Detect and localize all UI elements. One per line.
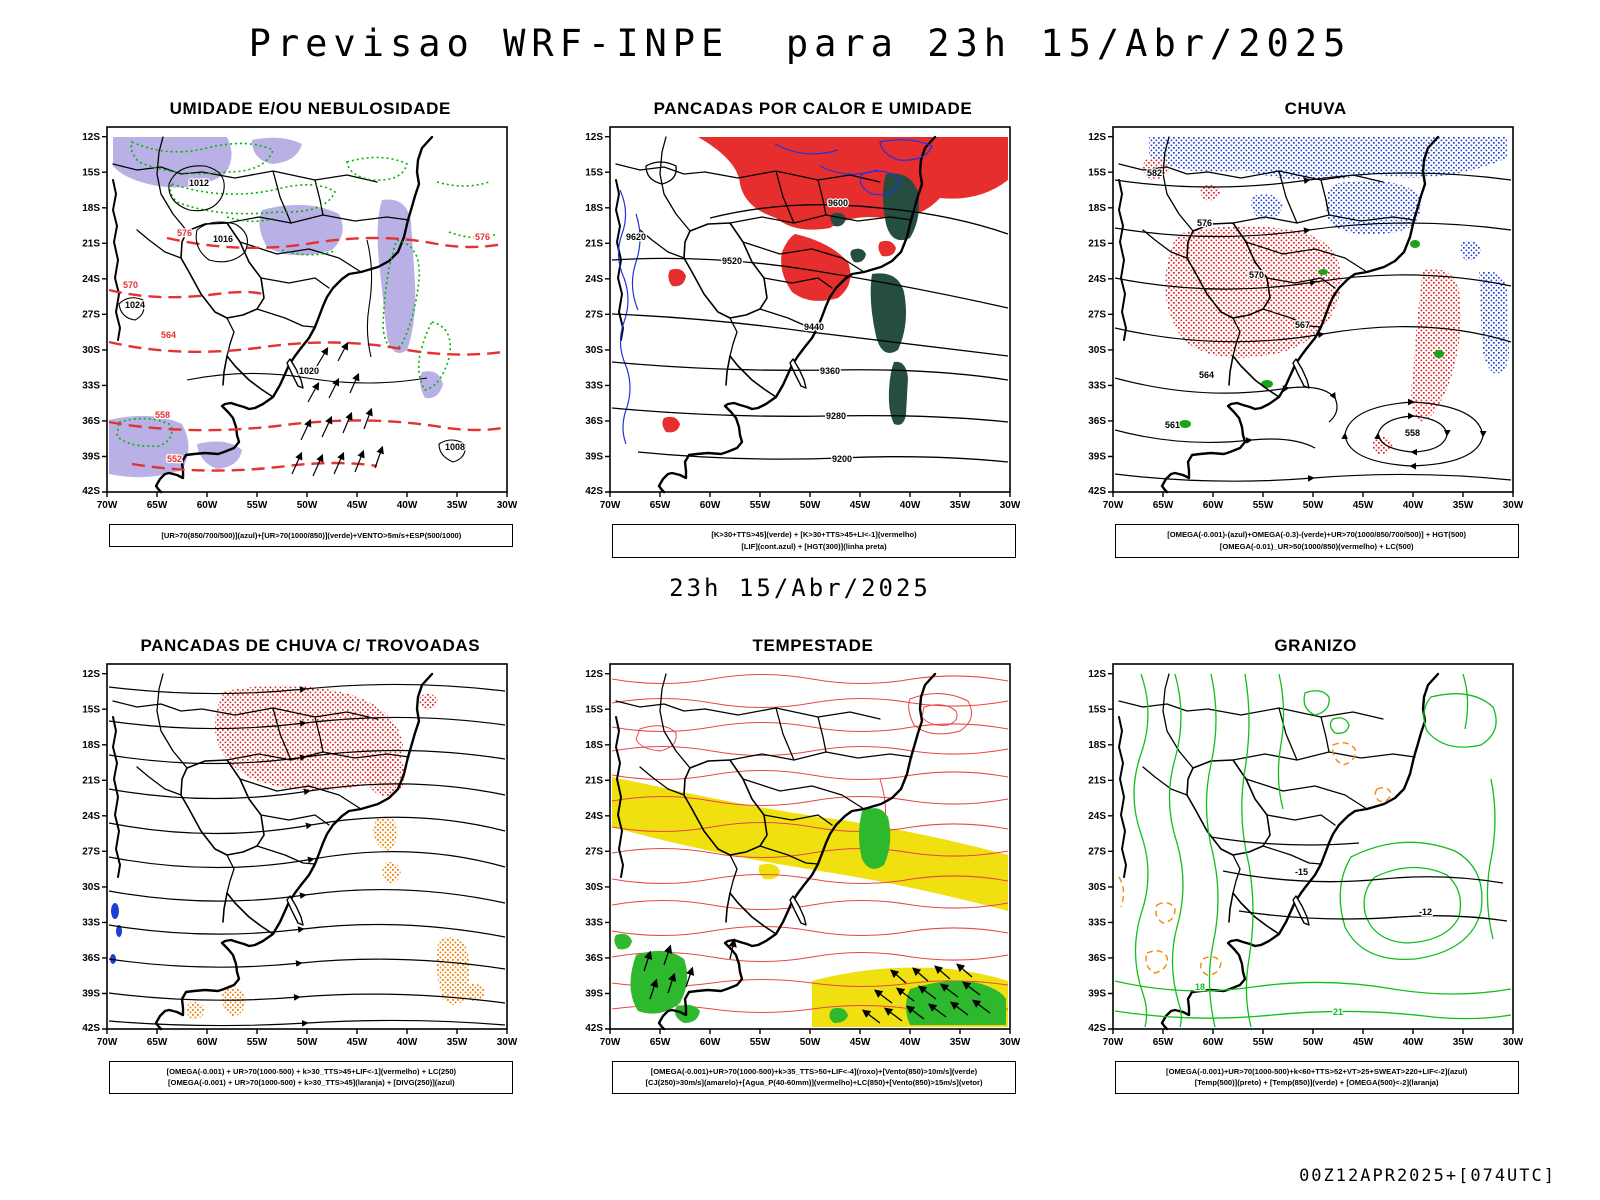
omega500-orange-contours — [1118, 741, 1392, 976]
svg-text:9200: 9200 — [832, 454, 852, 464]
caption-line-1: [UR>70(850/700/500)](azul)+[UR>70(1000/8… — [161, 530, 462, 540]
thickness-red-dashed-contours — [109, 236, 504, 472]
svg-text:9520: 9520 — [722, 256, 742, 266]
wind-vectors — [291, 341, 385, 477]
caption-line-2: [Temp(500)](preto) + [Temp(850)](verde) … — [1194, 1078, 1439, 1088]
green-spot-layer — [1178, 240, 1444, 428]
map-umidade: 576 570 564 558 552 576 1012 1016 1020 1… — [81, 125, 518, 513]
svg-text:576: 576 — [1197, 218, 1212, 228]
caption-umidade: [UR>70(850/700/500)](azul)+[UR>70(1000/8… — [109, 524, 514, 547]
caption-trovoadas: [OMEGA(-0.001) + UR>70(1000-500) + k>30_… — [109, 1060, 514, 1095]
page-title: Previsao WRF-INPE para 23h 15/Abr/2025 — [248, 22, 1352, 65]
svg-text:1016: 1016 — [213, 234, 233, 244]
svg-text:-15: -15 — [1295, 867, 1308, 877]
map-trovoadas — [81, 662, 518, 1049]
caption-line-2: [OMEGA(-0.01)_UR>50(1000/850)(vermelho) … — [1219, 541, 1414, 551]
panel-title-trovoadas: PANCADAS DE CHUVA C/ TROVOADAS — [140, 635, 481, 655]
svg-text:561: 561 — [1165, 420, 1180, 430]
lif-blue-contours — [617, 139, 933, 445]
mid-date-label: 23h 15/Abr/2025 — [669, 573, 931, 602]
svg-text:558: 558 — [155, 410, 170, 420]
svg-text:576: 576 — [177, 228, 192, 238]
blue-divergence-layer — [110, 902, 123, 964]
svg-text:9440: 9440 — [804, 322, 824, 332]
green-humidity-contours — [116, 140, 498, 448]
panel-trovoadas: PANCADAS DE CHUVA C/ TROVOADAS — [55, 636, 540, 1095]
contour-labels: 576 570 564 558 552 576 1012 1016 1020 1… — [122, 177, 492, 466]
temp850-green-contours — [1114, 673, 1511, 1027]
wind850-vectors — [643, 938, 991, 1024]
panel-title-pancadas-calor: PANCADAS POR CALOR E UMIDADE — [653, 99, 973, 118]
panel-umidade: UMIDADE E/OU NEBULOSIDADE — [55, 99, 540, 558]
svg-text:1012: 1012 — [189, 178, 209, 188]
svg-text:570: 570 — [1249, 270, 1264, 280]
svg-text:9360: 9360 — [820, 366, 840, 376]
run-stamp: 00Z12APR2025+[074UTC] — [1299, 1166, 1556, 1186]
contour-labels: 9600 9620 9520 9440 9360 9280 9200 — [625, 197, 854, 466]
top-row: UMIDADE E/OU NEBULOSIDADE — [0, 99, 1600, 558]
hgt300-black-contours — [611, 161, 1009, 463]
bottom-row: PANCADAS DE CHUVA C/ TROVOADAS — [0, 636, 1600, 1095]
panel-title-granizo: GRANIZO — [1274, 635, 1357, 655]
svg-text:552: 552 — [167, 454, 182, 464]
svg-text:576: 576 — [475, 232, 490, 242]
map-pancadas-calor: 9600 9620 9520 9440 9360 9280 9200 — [583, 125, 1020, 513]
temp500-black-contours — [1210, 835, 1507, 922]
svg-text:1020: 1020 — [299, 366, 319, 376]
svg-text:1024: 1024 — [125, 300, 145, 310]
contour-labels: 582 576 570 567 564 561 558 — [1145, 167, 1421, 440]
map-chuva: 582 576 570 567 564 561 558 — [1086, 125, 1523, 513]
svg-text:570: 570 — [123, 280, 138, 290]
caption-line-1: [OMEGA(-0.001)+UR>70(1000-500)+k>35_TTS>… — [650, 1066, 978, 1076]
caption-line-1: [OMEGA(-0.001) + UR>70(1000-500) + k>30_… — [166, 1066, 457, 1076]
caption-chuva: [OMEGA(-0.001)-(azul)+OMEGA(-0.3)-(verde… — [1114, 524, 1519, 558]
convective-red-fill-layer — [662, 137, 1008, 433]
svg-text:564: 564 — [1199, 370, 1214, 380]
map-tempestade — [583, 662, 1020, 1049]
svg-text:21: 21 — [1333, 1007, 1343, 1017]
svg-text:1008: 1008 — [445, 442, 465, 452]
caption-line-2: [LIF](cont.azul) + [HGT(300)](linha pret… — [741, 541, 887, 551]
panel-chuva: CHUVA — [1060, 99, 1545, 558]
caption-pancadas-calor: [K>30+TTS>45](verde) + [K>30+TTS>45+LI<-… — [611, 524, 1016, 558]
svg-text:18: 18 — [1195, 982, 1205, 992]
caption-line-1: [K>30+TTS>45](verde) + [K>30+TTS>45+LI<-… — [711, 530, 917, 539]
caption-line-1: [OMEGA(-0.001)+UR>70(1000-500)+k<60+TTS>… — [1166, 1066, 1468, 1076]
lc850-red-contours — [611, 673, 1009, 1013]
panel-title-umidade: UMIDADE E/OU NEBULOSIDADE — [169, 99, 451, 118]
panel-title-chuva: CHUVA — [1284, 99, 1347, 118]
svg-text:564: 564 — [161, 330, 176, 340]
hgt500-streamlines — [1114, 172, 1511, 482]
panel-pancadas-calor: PANCADAS POR CALOR E UMIDADE — [558, 99, 1043, 558]
rain-blue-speckle-layer — [1148, 137, 1509, 374]
svg-text:9620: 9620 — [626, 232, 646, 242]
caption-granizo: [OMEGA(-0.001)+UR>70(1000-500)+k<60+TTS>… — [1114, 1060, 1519, 1095]
caption-tempestade: [OMEGA(-0.001)+UR>70(1000-500)+k>35_TTS>… — [611, 1060, 1016, 1095]
red-speckle-layer — [215, 684, 439, 797]
panel-granizo: GRANIZO — [1060, 636, 1545, 1095]
svg-text:-12: -12 — [1419, 907, 1432, 917]
svg-text:558: 558 — [1405, 428, 1420, 438]
caption-line-2: [OMEGA(-0.001) + UR>70(1000-500) + k>30_… — [168, 1078, 455, 1088]
orange-speckle-layer — [186, 815, 486, 1019]
rain-red-speckle-layer — [1142, 158, 1461, 455]
svg-text:9600: 9600 — [828, 198, 848, 208]
map-granizo: -15 -12 18 21 — [1086, 662, 1523, 1049]
pressure-black-contours — [118, 165, 467, 463]
caption-line-2: [CJ(250)>30m/s](amarelo)+[Agua_P(40-60mm… — [645, 1078, 983, 1088]
svg-text:582: 582 — [1147, 168, 1162, 178]
contour-labels: -15 -12 18 21 — [1193, 865, 1433, 1018]
svg-text:9280: 9280 — [826, 411, 846, 421]
panel-title-tempestade: TEMPESTADE — [752, 635, 874, 655]
lc250-streamlines — [109, 683, 506, 1027]
panel-tempestade: TEMPESTADE — [558, 636, 1043, 1095]
svg-text:567: 567 — [1295, 320, 1310, 330]
caption-line-1: [OMEGA(-0.001)-(azul)+OMEGA(-0.3)-(verde… — [1167, 530, 1467, 539]
